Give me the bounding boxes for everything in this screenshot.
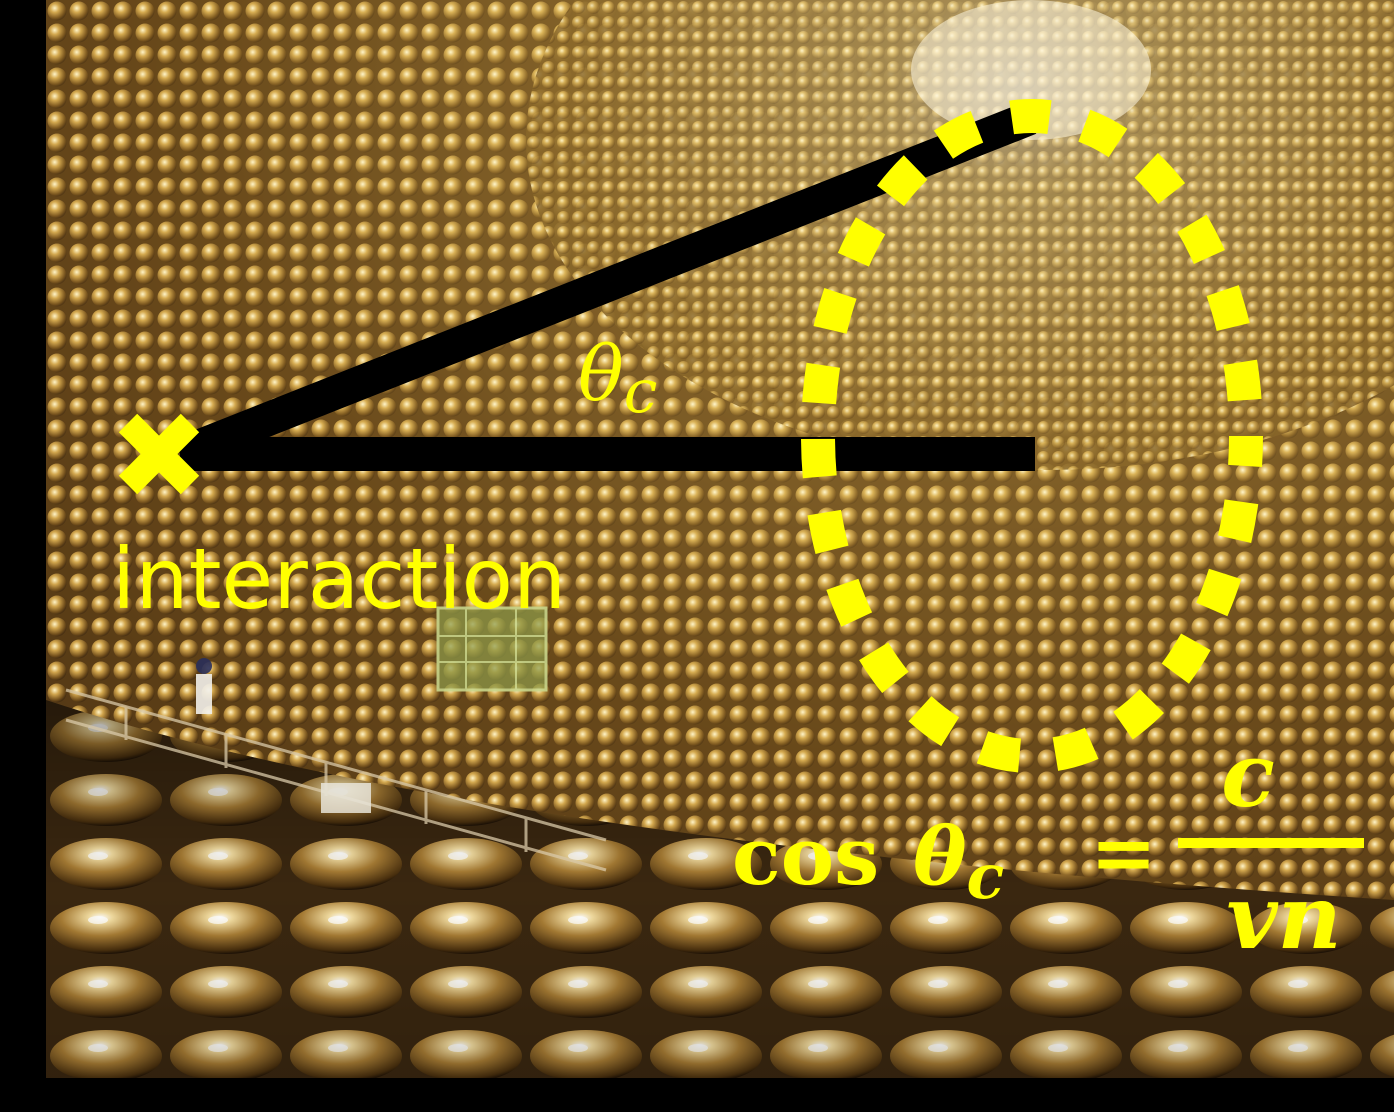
formula-numerator: c xyxy=(1221,723,1275,827)
fraction-bar xyxy=(1178,838,1364,848)
cherenkov-ring xyxy=(818,116,1246,756)
angle-label: θc xyxy=(578,329,657,427)
formula-lhs: cos θc xyxy=(732,809,1004,913)
frame-left-border xyxy=(0,0,46,1112)
formula-denominator: vn xyxy=(1226,865,1341,969)
cherenkov-angle-formula: cos θc = c vn xyxy=(732,723,1364,969)
formula-equals: = xyxy=(1090,805,1157,899)
interaction-label: interaction xyxy=(112,530,566,628)
frame-bottom-border xyxy=(0,1078,1394,1112)
